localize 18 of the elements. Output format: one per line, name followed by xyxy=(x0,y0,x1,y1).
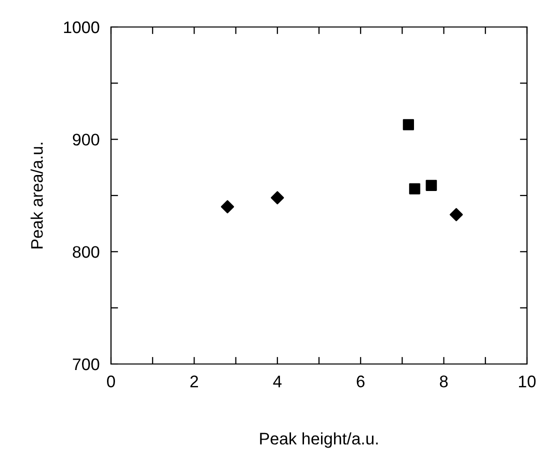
x-tick-label: 4 xyxy=(273,376,282,388)
x-tick-label: 0 xyxy=(107,376,115,388)
x-axis-title: Peak height/a.u. xyxy=(260,432,378,448)
point xyxy=(409,183,420,194)
x-tick-label: 2 xyxy=(190,376,198,388)
y-tick-label: 900 xyxy=(72,134,100,146)
y-tick-label: 700 xyxy=(72,358,100,370)
x-tick-label: 10 xyxy=(519,376,536,388)
y-tick-label: 1000 xyxy=(64,21,100,34)
point xyxy=(402,119,414,130)
y-tick-label: 800 xyxy=(72,246,100,258)
point xyxy=(270,191,284,204)
point xyxy=(450,208,463,222)
point xyxy=(426,180,437,191)
point xyxy=(220,200,234,214)
y-axis-title: Peak area/a.u. xyxy=(30,142,43,248)
x-tick-label: 6 xyxy=(356,376,364,388)
x-tick-label: 8 xyxy=(440,376,448,388)
